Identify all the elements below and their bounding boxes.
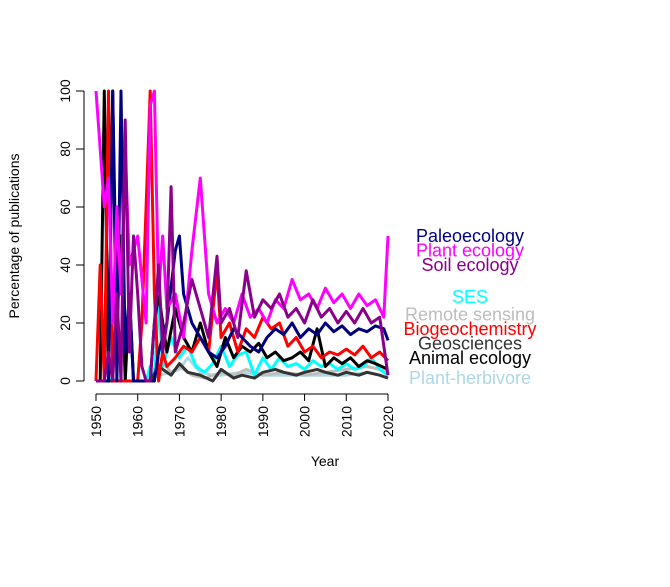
series-label-ses: SES (452, 287, 488, 307)
series-label-animal-ecology: Animal ecology (409, 348, 531, 368)
y-tick-label: 40 (57, 257, 73, 273)
series-line-animal-ecology (96, 89, 389, 383)
x-tick-label: 1950 (88, 406, 104, 437)
plot-area (94, 89, 390, 383)
x-tick-label: 1990 (255, 406, 271, 437)
series-label-geosciences: Geosciences (418, 333, 522, 353)
series-line-paleoecology (96, 89, 390, 383)
series-line-geosciences (96, 362, 389, 383)
y-tick-label: 100 (57, 79, 73, 103)
y-axis-title: Percentage of publications (6, 154, 22, 319)
series-line-soil-ecology (96, 118, 390, 383)
y-tick-label: 60 (57, 199, 73, 215)
x-axis: 1950 1960 1970 1980 1990 2000 2010 2020 (88, 393, 396, 437)
x-tick-label: 1980 (213, 406, 229, 437)
y-tick-label: 20 (57, 315, 73, 331)
series-label-biogeochemistry: Biogeochemistry (403, 319, 536, 339)
series-label-soil-ecology: Soil ecology (421, 255, 518, 275)
y-tick-label: 0 (57, 377, 73, 385)
series-label-plant-ecology: Plant ecology (416, 241, 524, 261)
x-tick-label: 2020 (380, 406, 396, 437)
y-tick-label: 80 (57, 141, 73, 157)
x-tick-label: 1970 (171, 406, 187, 437)
x-tick-label: 2010 (338, 406, 354, 437)
x-tick-label: 2000 (297, 406, 313, 437)
y-axis: 0 20 40 60 80 100 (57, 79, 85, 385)
x-tick-label: 1960 (130, 406, 146, 437)
series-label-plant-herbivore: Plant-herbivore (409, 368, 531, 388)
series-label-paleoecology: Paleoecology (416, 226, 524, 246)
series-label-remote-sensing: Remote sensing (405, 304, 535, 324)
x-axis-title: Year (311, 453, 340, 469)
